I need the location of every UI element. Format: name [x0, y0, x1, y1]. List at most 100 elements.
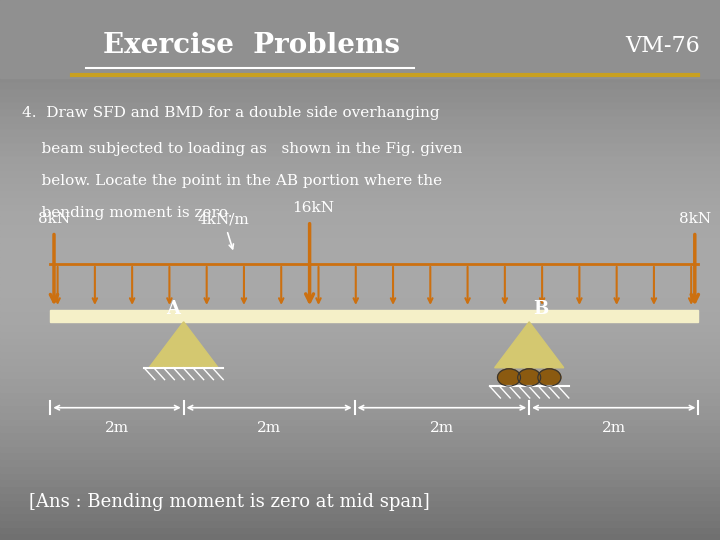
Bar [0, 176, 720, 183]
Bar [0, 297, 720, 303]
Text: 16kN: 16kN [292, 201, 334, 215]
Bar [0, 189, 720, 195]
Circle shape [498, 369, 521, 386]
Text: 8kN: 8kN [38, 212, 70, 226]
Text: 2m: 2m [602, 421, 626, 435]
Bar [0, 74, 720, 81]
Text: 2m: 2m [430, 421, 454, 435]
Bar [0, 392, 720, 399]
Bar [0, 14, 720, 20]
Bar [0, 472, 720, 480]
Bar [0, 162, 720, 168]
Bar [0, 418, 720, 426]
Bar [0, 216, 720, 222]
Bar [0, 405, 720, 411]
Bar [0, 372, 720, 378]
Text: 4.  Draw SFD and BMD for a double side overhanging: 4. Draw SFD and BMD for a double side ov… [22, 106, 439, 120]
Circle shape [538, 369, 561, 386]
Bar [0, 291, 720, 297]
Bar [0, 122, 720, 128]
Bar [0, 519, 720, 526]
Bar [0, 324, 720, 330]
Text: B: B [533, 300, 548, 318]
Bar [0, 230, 720, 237]
Bar [0, 310, 720, 317]
Bar [0, 243, 720, 249]
Bar [0, 492, 720, 500]
Bar [0, 40, 720, 47]
Bar [0, 357, 720, 364]
Bar [0, 378, 720, 384]
Bar [0, 432, 720, 438]
Bar [0, 87, 720, 94]
Bar [0, 115, 720, 122]
Bar [0, 351, 720, 357]
Text: Exercise  Problems: Exercise Problems [104, 32, 400, 59]
Bar [0, 128, 720, 135]
Bar [0, 486, 720, 492]
Bar [0, 81, 720, 87]
Bar [0, 330, 720, 338]
Bar [0, 102, 720, 108]
Bar [0, 270, 720, 276]
Bar [0, 513, 720, 519]
Bar [0, 27, 720, 33]
Bar [0, 507, 720, 513]
Bar [0, 183, 720, 189]
Text: below. Locate the point in the AB portion where the: below. Locate the point in the AB portio… [22, 174, 442, 188]
Text: 2m: 2m [257, 421, 282, 435]
Bar [0, 399, 720, 405]
Bar [0, 364, 720, 372]
Bar [0, 500, 720, 507]
Bar [0, 68, 720, 74]
Bar [0, 438, 720, 445]
Text: [Ans : Bending moment is zero at mid span]: [Ans : Bending moment is zero at mid spa… [29, 493, 430, 511]
Bar [0, 94, 720, 102]
Bar [0, 148, 720, 156]
Text: bending moment is zero.: bending moment is zero. [22, 206, 232, 220]
Text: beam subjected to loading as   shown in the Fig. given: beam subjected to loading as shown in th… [22, 141, 462, 156]
Bar [0, 202, 720, 209]
Bar [0, 446, 720, 453]
Bar [0, 20, 720, 27]
Text: 2m: 2m [105, 421, 129, 435]
Bar [0, 135, 720, 141]
Bar [0, 534, 720, 540]
Bar [0, 480, 720, 486]
Text: VM-76: VM-76 [625, 35, 700, 57]
Bar [0, 256, 720, 263]
Bar [0, 237, 720, 243]
Bar [0, 222, 720, 230]
Polygon shape [149, 322, 218, 368]
Bar [0, 0, 720, 6]
Bar [0, 453, 720, 459]
Bar [0, 6, 720, 14]
Bar [0, 33, 720, 40]
Text: 8kN: 8kN [679, 212, 711, 226]
Bar [0, 263, 720, 270]
Bar [0, 303, 720, 310]
Bar [0, 276, 720, 284]
Text: A: A [166, 300, 180, 318]
Bar [0, 168, 720, 176]
Bar [0, 284, 720, 291]
Bar [0, 0, 720, 78]
Bar [0, 195, 720, 202]
Bar [0, 317, 720, 324]
Circle shape [518, 369, 541, 386]
Bar [0, 411, 720, 418]
Bar [0, 54, 720, 60]
Bar [0, 526, 720, 534]
Bar [0, 47, 720, 54]
Bar [0, 338, 720, 345]
Bar [0, 209, 720, 216]
Bar [0, 60, 720, 68]
Bar [0, 156, 720, 162]
Bar [0, 141, 720, 149]
Bar [0, 249, 720, 256]
Text: 4kN/m: 4kN/m [197, 212, 249, 226]
Bar [0, 345, 720, 351]
Bar [50, 310, 698, 322]
Bar [0, 108, 720, 115]
Bar [0, 384, 720, 391]
